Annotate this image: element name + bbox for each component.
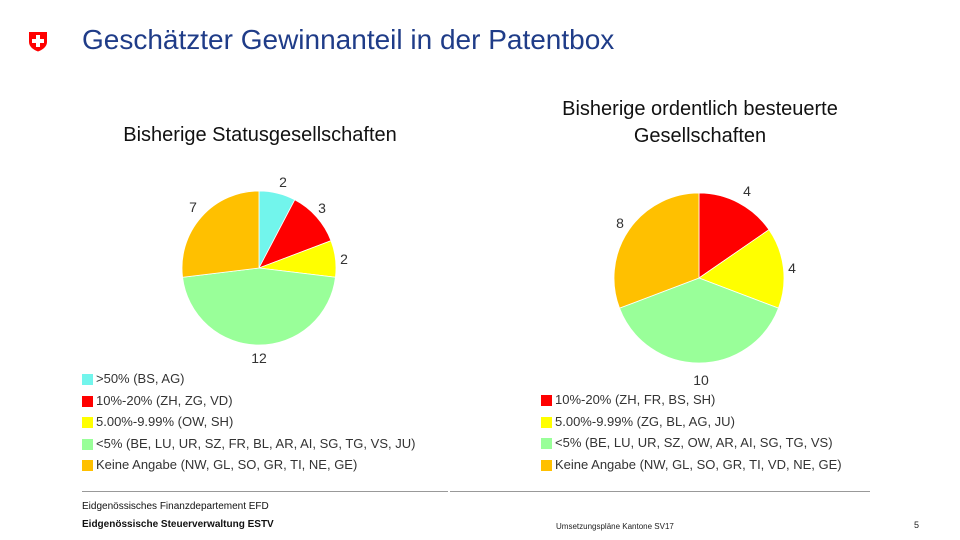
legend-label: 5.00%-9.99% (OW, SH) bbox=[96, 414, 234, 429]
footer-administration: Eidgenössische Steuerverwaltung ESTV bbox=[82, 519, 274, 530]
legend-swatch bbox=[541, 395, 552, 406]
pie-1-slice-0 bbox=[698, 192, 770, 279]
pie-0-value-label-1: 3 bbox=[318, 200, 326, 216]
legend-label: 5.00%-9.99% (ZG, BL, AG, JU) bbox=[555, 413, 735, 429]
legend-swatch bbox=[82, 438, 93, 450]
footer-department: Eidgenössisches Finanzdepartement EFD bbox=[82, 501, 269, 512]
pie-1-value-label-2: 10 bbox=[693, 372, 709, 388]
legend-swatch bbox=[541, 416, 552, 428]
pie-1-slice-1 bbox=[698, 229, 785, 309]
legend-swatch bbox=[82, 395, 93, 407]
legend-swatch bbox=[82, 374, 93, 385]
footer-topic: Umsetzungspläne Kantone SV17 bbox=[556, 522, 674, 531]
legend-label: <5% (BE, LU, UR, SZ, FR, BL, AR, AI, SG,… bbox=[96, 435, 416, 451]
legend-swatch bbox=[82, 460, 93, 471]
swiss-cross-logo bbox=[29, 32, 47, 52]
pie-1-value-label-0: 4 bbox=[743, 183, 751, 199]
chart-title-status: Bisherige Statusgesellschaften bbox=[123, 124, 397, 146]
pie-0-value-label-2: 2 bbox=[340, 251, 348, 267]
pie-1-slice-3 bbox=[613, 192, 700, 309]
footer-divider-left bbox=[82, 491, 448, 492]
legend-swatch bbox=[541, 438, 552, 449]
legend-swatch bbox=[541, 459, 552, 471]
page-number: 5 bbox=[914, 520, 920, 530]
legend-swatch bbox=[82, 417, 93, 428]
pie-0-value-label-4: 7 bbox=[189, 199, 197, 215]
pie-1-value-label-3: 8 bbox=[616, 215, 624, 231]
pie-0-value-label-0: 2 bbox=[279, 174, 287, 190]
legend-label: 10%-20% (ZH, FR, BS, SH) bbox=[555, 392, 716, 407]
footer-divider-right bbox=[450, 491, 870, 492]
legend-status: >50% (BS, AG) 10%-20% (ZH, ZG, VD) 5.00%-9… bbox=[82, 371, 502, 481]
page-title: Geschätzter Gewinnanteil in der Patentbo… bbox=[82, 24, 615, 55]
pie-1-value-label-1: 4 bbox=[788, 260, 796, 276]
legend-label: >50% (BS, AG) bbox=[96, 371, 185, 386]
legend-label: Keine Angabe (NW, GL, SO, GR, TI, NE, GE… bbox=[96, 457, 358, 472]
legend-label: Keine Angabe (NW, GL, SO, GR, TI, VD, NE… bbox=[555, 456, 842, 472]
pie-0-slice-3 bbox=[182, 267, 336, 346]
legend-ordentlich: 10%-20% (ZH, FR, BS, SH) 5.00%-9.99% (ZG,… bbox=[541, 392, 901, 482]
pie-0-slice-4 bbox=[181, 190, 260, 278]
legend-label: <5% (BE, LU, UR, SZ, OW, AR, AI, SG, TG,… bbox=[555, 435, 833, 450]
chart-title-ordentlich: Bisherige ordentlich besteuerte Gesellsc… bbox=[562, 98, 838, 147]
pie-0-value-label-3: 12 bbox=[251, 350, 267, 366]
legend-label: 10%-20% (ZH, ZG, VD) bbox=[96, 392, 233, 408]
pie-1-slice-2 bbox=[619, 277, 779, 364]
